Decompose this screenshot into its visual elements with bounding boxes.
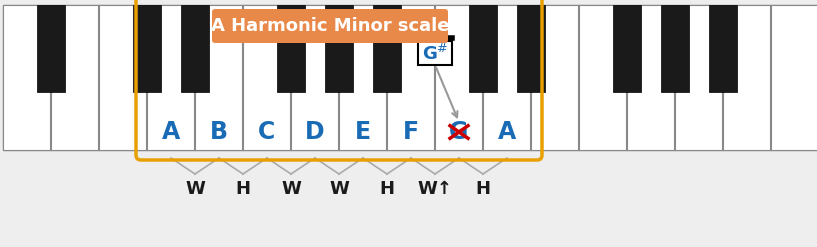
Text: F: F xyxy=(403,120,419,144)
Text: C: C xyxy=(258,120,275,144)
Bar xyxy=(676,5,722,149)
Bar xyxy=(579,5,627,149)
Bar xyxy=(435,5,483,149)
Bar xyxy=(387,5,435,149)
Bar xyxy=(51,5,99,149)
Bar xyxy=(613,5,641,92)
Text: A: A xyxy=(498,120,516,144)
Bar xyxy=(277,5,305,92)
Bar xyxy=(133,5,161,92)
Text: A: A xyxy=(162,120,180,144)
Text: W: W xyxy=(185,180,205,198)
Text: A Harmonic Minor scale: A Harmonic Minor scale xyxy=(211,17,449,35)
Bar xyxy=(484,5,530,149)
Bar xyxy=(325,5,353,92)
Text: G: G xyxy=(449,120,469,144)
Bar xyxy=(724,5,770,149)
Bar xyxy=(292,5,338,149)
Text: D: D xyxy=(306,120,325,144)
Text: G$^{\#}$: G$^{\#}$ xyxy=(422,44,449,64)
Text: B: B xyxy=(210,120,228,144)
Bar xyxy=(3,5,51,149)
Text: W: W xyxy=(329,180,349,198)
Bar xyxy=(340,5,386,149)
Bar xyxy=(469,5,497,92)
Bar xyxy=(709,5,737,92)
Bar xyxy=(37,5,65,92)
Bar xyxy=(532,5,578,149)
Bar xyxy=(661,5,689,92)
Bar xyxy=(373,5,401,92)
Bar xyxy=(181,5,209,92)
Text: H: H xyxy=(475,180,490,198)
Bar xyxy=(195,5,243,149)
Text: H: H xyxy=(235,180,251,198)
FancyBboxPatch shape xyxy=(212,9,448,43)
Bar xyxy=(3,5,817,150)
Bar xyxy=(418,41,452,65)
Bar xyxy=(243,5,291,149)
Text: H: H xyxy=(380,180,395,198)
Bar xyxy=(100,5,146,149)
Text: E: E xyxy=(355,120,371,144)
Bar xyxy=(771,5,817,149)
Bar xyxy=(627,5,675,149)
Text: W: W xyxy=(281,180,301,198)
Text: W↑: W↑ xyxy=(417,180,453,198)
Bar xyxy=(148,5,194,149)
Bar xyxy=(517,5,545,92)
